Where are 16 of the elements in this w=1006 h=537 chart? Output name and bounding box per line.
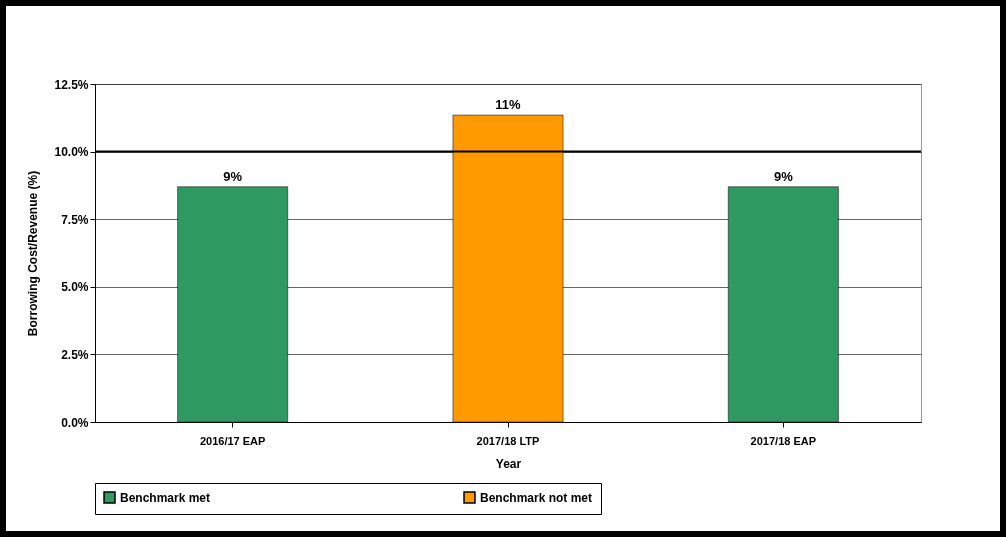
x-tick-label: 2017/18 EAP [750,434,817,447]
legend-label: Benchmark not met [480,490,593,505]
y-tick-label: 7.5% [61,212,89,227]
legend-label: Benchmark met [120,490,211,505]
y-axis-title: Borrowing Cost/Revenue (%) [26,170,41,337]
x-tick-label: 2016/17 EAP [199,434,266,447]
data-label: 9% [773,168,794,184]
y-tick-label: 12.5% [54,77,89,92]
y-tick-label: 0.0% [61,415,89,430]
x-axis-title: Year [495,456,522,471]
x-tick-label: 2017/18 LTP [476,434,540,447]
y-tick-label: 5.0% [61,280,89,295]
y-tick-label: 10.0% [54,145,89,160]
data-label: 9% [223,168,243,184]
y-tick-label: 2.5% [61,347,89,362]
data-label: 11% [495,97,522,113]
